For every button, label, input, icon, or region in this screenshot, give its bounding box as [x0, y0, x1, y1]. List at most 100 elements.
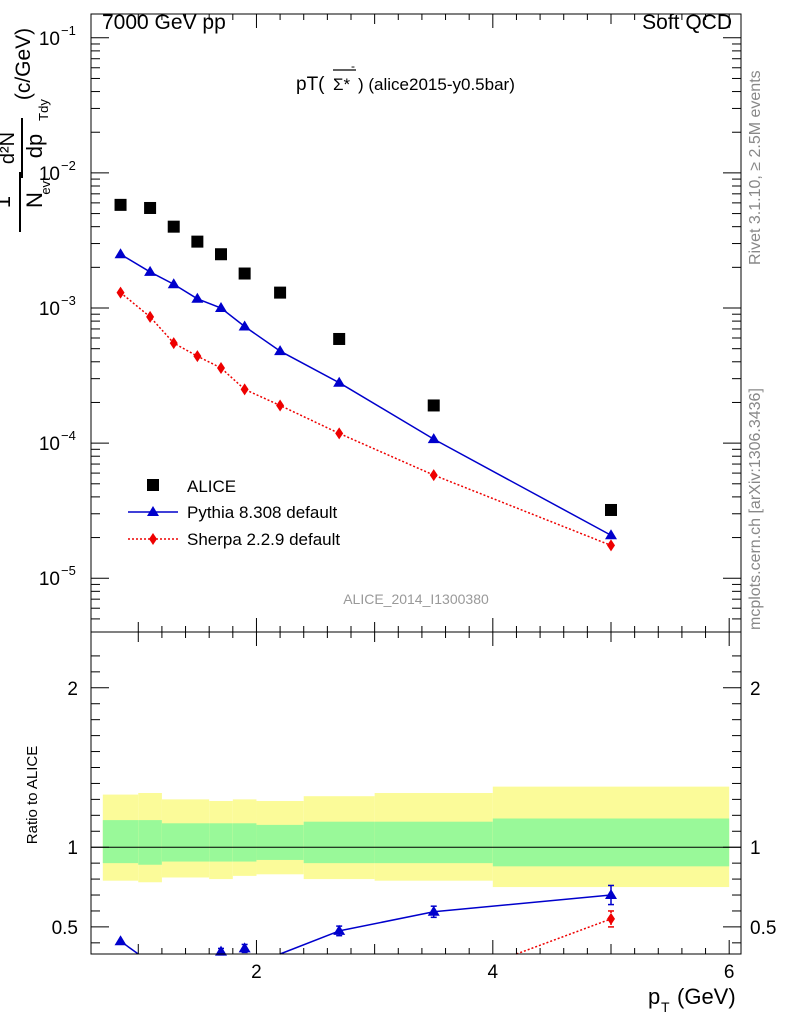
axis-ticks — [91, 14, 741, 954]
header-category: Soft QCD — [642, 11, 732, 34]
x-axis-label: p T (GeV) — [648, 984, 736, 1015]
top-y-tick-label-base: 10 — [39, 434, 60, 455]
top-y-tick-label-exp: −1 — [61, 23, 76, 38]
legend-label-pythia: Pythia 8.308 default — [187, 503, 338, 522]
data-point-sherpa — [217, 361, 225, 374]
ratio-point-pythia — [605, 889, 617, 900]
data-point-pythia — [333, 376, 346, 387]
ratio-line-pythia — [339, 894, 612, 932]
bottom-y-tick-label-left: 1 — [67, 838, 78, 859]
data-point-sherpa — [146, 310, 155, 323]
y-deriv-den-sub: Tdy — [36, 99, 51, 121]
top-panel-content — [114, 198, 617, 552]
data-point-sherpa — [169, 337, 178, 350]
bottom-y-tick-label-left: 2 — [67, 679, 78, 700]
axis-tick-labels: 10 −110 −210 −310 −410 −52 21 10.5 0.52 4 6 — [39, 23, 777, 983]
analysis-watermark: ALICE_2014_I1300380 — [343, 591, 489, 607]
plot-title-suffix: ) (alice2015-y0.5bar) — [358, 75, 515, 94]
top-y-tick-label-base: 10 — [39, 569, 60, 590]
legend: ALICE Pythia 8.308 default Sherpa 2.2.9 … — [128, 477, 340, 549]
data-point-alice — [605, 503, 617, 516]
data-point-sherpa — [240, 383, 249, 396]
top-y-tick-label-base: 10 — [39, 29, 60, 50]
y-deriv-num: d²N — [0, 132, 19, 164]
mcplots-label: mcplots.cern.ch [arXiv:1306.3436] — [747, 388, 764, 630]
data-point-sherpa — [335, 427, 344, 440]
plot-title-particle: Σ* — [333, 75, 351, 94]
data-point-pythia — [114, 248, 127, 259]
stat-band-segment — [209, 823, 233, 862]
bottom-y-axis-label: Ratio to ALICE — [24, 746, 41, 844]
data-point-pythia — [144, 265, 157, 276]
data-point-pythia — [167, 278, 180, 289]
data-point-pythia — [605, 529, 617, 540]
data-point-sherpa — [276, 399, 285, 412]
ratio-point-pythia — [114, 935, 127, 946]
x-label-main: p — [648, 984, 660, 1009]
bottom-panel-frame — [90, 631, 742, 955]
data-point-alice — [427, 399, 440, 412]
data-point-pythia — [238, 320, 251, 331]
data-point-pythia — [274, 345, 287, 356]
data-point-sherpa — [116, 286, 125, 299]
x-label-sub: T — [661, 999, 670, 1015]
stat-band-segment — [161, 823, 210, 862]
x-label-unit: (GeV) — [677, 984, 736, 1009]
stat-band-segment — [102, 820, 139, 864]
data-point-alice — [191, 235, 204, 248]
ratio-point-pythia — [333, 924, 346, 935]
ratio-line-sherpa-enter — [516, 918, 612, 955]
stat-band-segment — [374, 821, 493, 864]
data-point-sherpa — [193, 350, 202, 363]
y-unit: (c/GeV) — [12, 28, 35, 100]
series-line-pythia — [120, 253, 612, 536]
bottom-panel-content — [91, 786, 741, 956]
rivet-version-label: Rivet 3.1.10, ≥ 2.5M events — [747, 70, 764, 265]
y-frac-den-sub: evt — [38, 177, 53, 195]
plot-title-prefix: pT( — [296, 74, 325, 95]
data-point-alice — [114, 198, 127, 211]
header-energy: 7000 GeV pp — [102, 11, 226, 34]
ratio-point-sherpa — [607, 912, 615, 925]
data-point-alice — [238, 267, 251, 280]
y-deriv-den-main: dp — [22, 134, 47, 158]
data-point-alice — [215, 248, 227, 261]
legend-label-alice: ALICE — [187, 477, 236, 496]
ratio-line-pythia-enter — [279, 930, 340, 955]
data-point-alice — [144, 201, 157, 214]
stat-band-segment — [232, 823, 257, 862]
x-tick-label: 6 — [724, 962, 735, 983]
top-y-axis-label: 1 N evt d²N dp Tdy (c/GeV) — [0, 28, 53, 232]
x-tick-label: 4 — [488, 962, 499, 983]
data-point-alice — [333, 332, 346, 345]
data-point-pythia — [215, 302, 227, 313]
data-point-pythia — [427, 433, 440, 444]
stat-band-segment — [138, 820, 162, 865]
data-point-pythia — [191, 292, 204, 303]
x-tick-label: 2 — [251, 962, 262, 983]
bottom-y-tick-label-left: 0.5 — [52, 918, 78, 939]
top-y-tick-label-exp: −4 — [61, 428, 76, 443]
data-point-sherpa — [607, 539, 615, 552]
stat-band-segment — [492, 818, 730, 867]
plot-title-particle-sup: - — [351, 59, 355, 73]
top-y-tick-label-base: 10 — [39, 164, 60, 185]
data-point-sherpa — [429, 469, 438, 482]
legend-marker-alice — [147, 479, 159, 491]
legend-marker-sherpa — [149, 533, 157, 545]
data-point-alice — [167, 220, 180, 233]
ratio-point-pythia — [427, 905, 440, 916]
bottom-y-tick-label-right: 0.5 — [750, 918, 776, 939]
top-y-tick-label-exp: −3 — [61, 293, 76, 308]
legend-label-sherpa: Sherpa 2.2.9 default — [187, 530, 340, 549]
bottom-y-tick-label-right: 1 — [750, 838, 761, 859]
data-point-alice — [274, 286, 287, 299]
y-frac-num: 1 — [0, 196, 15, 208]
ratio-point-pythia — [215, 945, 227, 956]
top-y-tick-label-exp: −5 — [61, 563, 76, 578]
top-y-tick-label-exp: −2 — [61, 158, 76, 173]
y-frac-den-main: N — [22, 192, 47, 208]
stat-band-segment — [303, 821, 375, 864]
